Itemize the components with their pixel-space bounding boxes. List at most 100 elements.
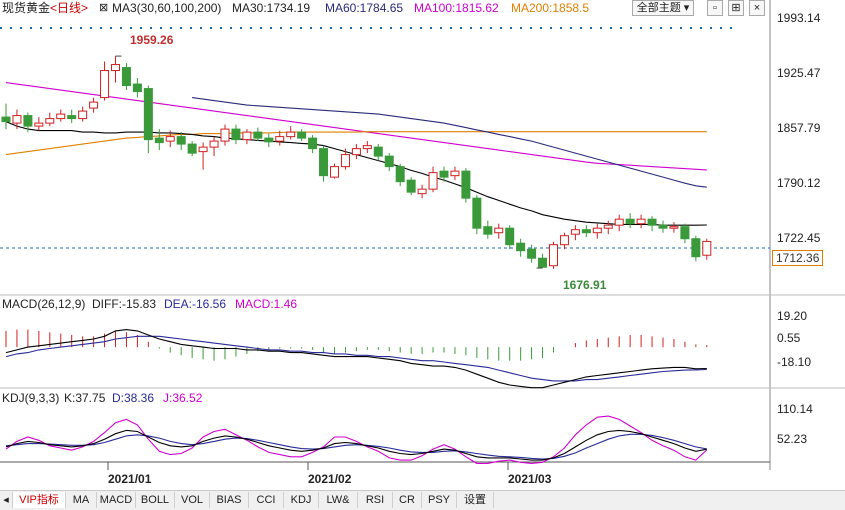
tab-macd[interactable]: MACD: [97, 492, 136, 508]
tab-settings[interactable]: 设置: [457, 492, 494, 508]
price-tick: 1993.14: [777, 11, 821, 25]
macd-dea-value: DEA:-16.56: [164, 297, 227, 311]
high-annotation: 1959.26: [130, 33, 174, 47]
candle-body: [45, 118, 55, 124]
kdj-panel: [5, 415, 708, 464]
candle-body: [461, 170, 471, 199]
candle-body: [231, 128, 241, 141]
macd-tick: 0.55: [777, 331, 801, 345]
candle-body: [450, 170, 460, 177]
candle-body: [340, 154, 350, 168]
candle-body: [581, 229, 591, 234]
candle-body: [165, 136, 175, 142]
kdj-tick: 110.14: [777, 402, 813, 416]
candle-body: [121, 67, 131, 87]
instrument-name: 现货黄金: [2, 1, 51, 15]
candle-body: [297, 131, 307, 139]
kdj-tick: 52.23: [777, 432, 808, 446]
candle-body: [132, 83, 142, 93]
macd-dea-line: [5, 335, 707, 382]
candle-body: [253, 131, 263, 139]
ma200-value: MA200:1858.5: [511, 1, 590, 15]
tab-cr[interactable]: CR: [393, 492, 422, 508]
candle-body: [636, 218, 646, 225]
candle-body: [570, 229, 580, 235]
close-icon[interactable]: ×: [749, 0, 765, 16]
candle-body: [658, 224, 668, 229]
candle-body: [428, 172, 438, 190]
date-label: 2021/01: [108, 472, 152, 486]
candle-body: [669, 226, 679, 229]
macd-hist-value: MACD:1.46: [235, 297, 298, 311]
candle-body: [538, 257, 548, 268]
candle-body: [111, 64, 120, 72]
ma60-line: [192, 97, 707, 188]
period-label[interactable]: <日线>: [50, 1, 89, 15]
candle-body: [12, 115, 22, 124]
tab-bias[interactable]: BIAS: [210, 492, 249, 508]
chart-header: 现货黄金 <日线> ⊠ MA3(30,60,100,200) MA30:1734…: [0, 0, 770, 16]
macd-tick: 19.20: [777, 309, 808, 323]
kdj-k-line: [5, 429, 707, 461]
candle-body: [691, 238, 701, 258]
candle-body: [56, 113, 66, 120]
candle-body: [592, 227, 602, 234]
candle-body: [439, 170, 449, 178]
price-tick: 1790.12: [777, 176, 821, 190]
kline-chart[interactable]: [0, 0, 845, 490]
candle-body: [1, 116, 11, 123]
candle-body: [264, 137, 274, 143]
candle-body: [505, 227, 515, 246]
tab-vol[interactable]: VOL: [175, 492, 210, 508]
date-ticks: [107, 462, 509, 470]
date-label: 2021/03: [508, 472, 552, 486]
kdj-j-line: [5, 415, 708, 464]
restore-icon[interactable]: ▫: [707, 0, 723, 16]
tab-boll[interactable]: BOLL: [136, 492, 175, 508]
ma100-line-extension: [608, 163, 707, 171]
tab-ma[interactable]: MA: [66, 492, 97, 508]
macd-tick: -18.10: [777, 355, 812, 369]
kdj-j-value: J:36.52: [163, 391, 203, 405]
macd-label: MACD(26,12,9): [2, 297, 86, 311]
candle-body: [351, 148, 361, 156]
candle-body: [143, 88, 153, 141]
candle-body: [516, 242, 526, 252]
tab-cci[interactable]: CCI: [249, 492, 284, 508]
candle-body: [330, 166, 339, 178]
candle-body: [275, 136, 285, 142]
kdj-label: KDJ(9,3,3): [2, 391, 60, 405]
theme-dropdown[interactable]: 全部主题 ▾: [632, 0, 694, 16]
kdj-d-value: D:38.36: [112, 391, 155, 405]
candle-body: [625, 218, 635, 225]
ma100-value: MA100:1815.62: [414, 1, 499, 15]
tab-lw[interactable]: LW&: [319, 492, 358, 508]
ma60-value: MA60:1784.65: [325, 1, 404, 15]
tab-scroll-left-icon[interactable]: ◂: [0, 492, 13, 508]
candle-body: [603, 224, 613, 229]
candle-body: [23, 115, 33, 127]
candle-body: [242, 131, 252, 141]
tab-vip[interactable]: VIP指标: [13, 492, 66, 508]
ma100-line: [5, 82, 609, 165]
ma-settings-icon[interactable]: ⊠: [99, 2, 109, 14]
tab-rsi[interactable]: RSI: [358, 492, 393, 508]
candle-body: [417, 188, 427, 195]
candle-body: [34, 122, 44, 127]
candle-body: [67, 115, 77, 120]
tab-kdj[interactable]: KDJ: [284, 492, 319, 508]
indicator-tab-bar: ◂ VIP指标 MA MACD BOLL VOL BIAS CCI KDJ LW…: [0, 490, 845, 510]
date-label: 2021/02: [308, 472, 352, 486]
candle-body: [176, 136, 186, 145]
candle-body: [406, 179, 416, 193]
ma-indicator-label: MA3(30,60,100,200): [112, 1, 222, 15]
candle-body: [559, 235, 569, 246]
expand-icon[interactable]: ⊞: [728, 0, 744, 16]
candle-body: [78, 110, 88, 120]
candle-body: [154, 137, 164, 144]
candle-body: [614, 218, 624, 226]
candle-body: [209, 140, 219, 148]
tab-psy[interactable]: PSY: [422, 492, 457, 508]
candle-body: [647, 218, 657, 226]
